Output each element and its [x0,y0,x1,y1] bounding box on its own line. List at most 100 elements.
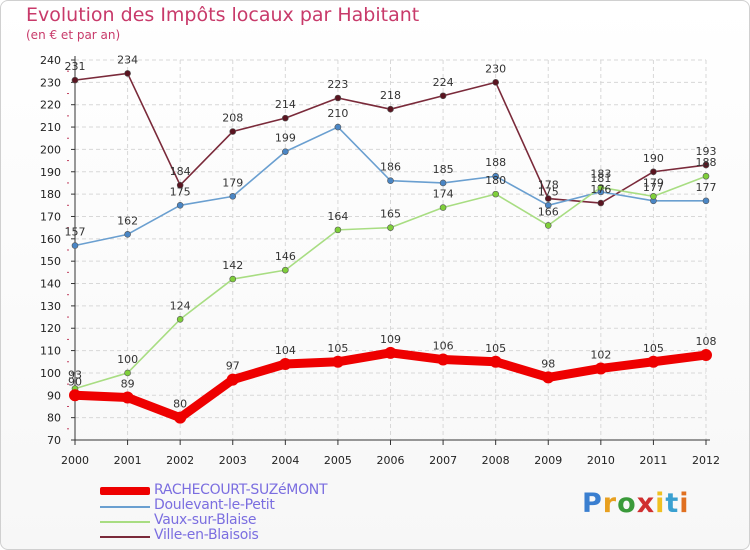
data-point [387,177,394,185]
data-label: 166 [538,205,559,218]
data-label: 146 [275,250,296,263]
x-tick-label: 2002 [166,454,194,467]
data-point [176,315,184,323]
data-point [282,114,289,122]
data-point [124,369,131,377]
data-point [229,128,237,135]
data-label: 97 [226,360,240,373]
data-point [702,197,710,205]
data-point [650,168,657,176]
data-point [544,222,552,229]
data-point [489,355,502,368]
data-label: 142 [222,259,243,272]
data-point [702,161,710,169]
data-label: 98 [541,357,555,370]
y-tick-label: 70 [47,434,61,447]
data-point [597,199,605,207]
data-point [229,193,237,200]
legend-label-vaux: Vaux-sur-Blaise [154,512,257,528]
logo-letter: t [665,488,680,519]
data-point [124,231,131,238]
data-label: 179 [643,176,664,189]
logo-letter: i [679,488,690,519]
y-tick-label: 190 [40,166,61,179]
x-tick-label: 2011 [639,454,667,467]
data-label: 175 [538,185,559,198]
y-tick-label: 180 [40,188,61,201]
y-tick-label: 170 [40,210,61,223]
legend-swatch-rachecourt [100,487,150,495]
x-tick-label: 2006 [377,454,405,467]
y-tick-label: 220 [40,99,61,112]
data-point [439,92,447,100]
data-label: 175 [170,185,191,198]
x-tick-label: 2012 [692,454,720,467]
data-label: 224 [433,76,454,89]
data-label: 106 [433,340,454,353]
data-label: 230 [485,62,506,75]
data-label: 181 [590,172,611,185]
data-point [226,373,239,386]
data-label: 178 [538,179,559,192]
y-tick-label: 100 [40,367,61,380]
data-point [439,204,447,211]
y-tick-label: 130 [40,300,61,313]
y-tick-label: 240 [40,54,61,67]
data-point [650,193,657,200]
y-tick-label: 90 [47,389,61,402]
data-label: 164 [327,210,348,223]
data-point [439,179,447,187]
data-label: 234 [117,53,138,66]
legend-label-doulevant: Doulevant-le-Petit [154,497,275,513]
x-tick-label: 2005 [324,454,352,467]
data-point [121,391,134,404]
x-tick-label: 2010 [587,454,615,467]
data-point [174,411,187,424]
data-label: 100 [117,353,138,366]
data-point [544,195,552,202]
y-tick-label: 120 [40,322,61,335]
data-point [229,275,237,283]
data-label: 105 [327,342,348,355]
data-point [594,362,607,375]
data-label: 90 [68,375,82,388]
data-label: 193 [696,145,717,158]
proxiti-logo: Proxiti [582,488,690,519]
data-label: 80 [173,398,187,411]
data-point [544,201,552,209]
data-point [69,389,81,402]
x-tick-label: 2003 [219,454,247,467]
data-label: 174 [433,188,454,201]
data-label: 188 [485,156,506,169]
data-point [700,349,712,362]
y-tick-label: 160 [40,233,61,246]
data-label: 214 [275,98,296,111]
data-label: 190 [643,152,664,165]
data-point [334,94,342,102]
data-label: 165 [380,208,401,221]
legend-swatch-ville [100,536,150,538]
logo-letter: o [617,488,637,519]
data-point [334,226,342,234]
data-point [71,76,79,84]
x-tick-label: 2004 [271,454,299,467]
data-point [331,355,344,368]
data-labels: 90 89 80 97 104 105 109 106 105 98 102 105 108 157 162… [65,53,717,410]
y-tick-label: 80 [47,412,61,425]
logo-letter: P [582,488,603,519]
data-label: 231 [65,60,86,73]
y-tick-label: 230 [40,76,61,89]
x-tick-label: 2009 [534,454,562,467]
data-label: 105 [643,342,664,355]
data-label: 185 [433,163,454,176]
data-label: 104 [275,344,296,357]
logo-letter: i [655,488,666,519]
data-point [176,181,184,189]
data-label: 223 [327,78,348,91]
data-point [437,353,450,366]
data-point [279,358,292,370]
data-label: 157 [65,226,86,239]
data-label: 179 [222,176,243,189]
